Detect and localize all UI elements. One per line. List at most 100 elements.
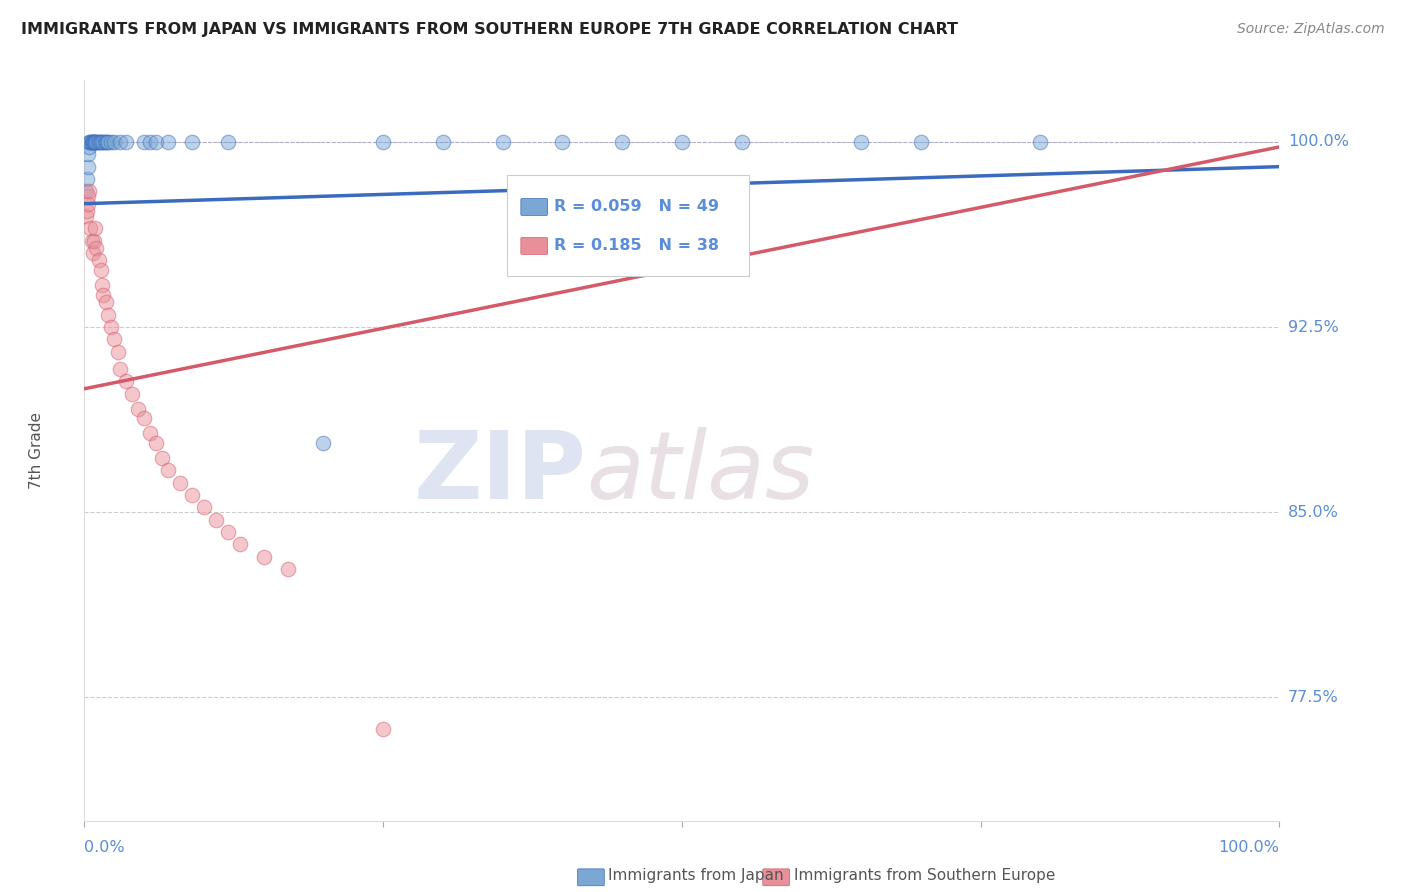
Point — [97, 308, 120, 322]
Point — [110, 135, 132, 149]
Point — [157, 463, 180, 477]
Point — [86, 135, 108, 149]
Point — [100, 320, 122, 334]
Point — [373, 135, 395, 149]
Point — [90, 263, 112, 277]
Point — [84, 135, 107, 149]
Point — [90, 135, 112, 149]
Point — [107, 344, 129, 359]
Point — [86, 135, 108, 149]
Point — [79, 135, 101, 149]
Point — [80, 135, 103, 149]
Point — [169, 475, 191, 490]
Point — [103, 332, 125, 346]
Point — [253, 549, 276, 564]
Text: Source: ZipAtlas.com: Source: ZipAtlas.com — [1237, 22, 1385, 37]
Point — [205, 512, 228, 526]
Point — [77, 184, 100, 198]
Point — [82, 246, 104, 260]
Point — [77, 189, 100, 203]
Point — [76, 172, 98, 186]
Point — [132, 411, 156, 425]
Text: IMMIGRANTS FROM JAPAN VS IMMIGRANTS FROM SOUTHERN EUROPE 7TH GRADE CORRELATION C: IMMIGRANTS FROM JAPAN VS IMMIGRANTS FROM… — [21, 22, 957, 37]
Point — [91, 278, 114, 293]
Text: 100.0%: 100.0% — [1288, 135, 1348, 150]
Point — [277, 562, 299, 576]
Text: 92.5%: 92.5% — [1288, 319, 1339, 334]
Point — [82, 135, 104, 149]
Text: R = 0.059   N = 49: R = 0.059 N = 49 — [554, 200, 718, 214]
Point — [373, 723, 395, 737]
Point — [132, 135, 156, 149]
Point — [851, 135, 873, 149]
Point — [87, 135, 110, 149]
Point — [83, 135, 105, 149]
Point — [93, 135, 115, 149]
Point — [76, 204, 98, 219]
Point — [145, 135, 167, 149]
Point — [157, 135, 180, 149]
Point — [432, 135, 454, 149]
Text: ZIP: ZIP — [413, 426, 586, 518]
Point — [83, 234, 105, 248]
Point — [84, 221, 107, 235]
Point — [94, 135, 117, 149]
Text: 0.0%: 0.0% — [84, 840, 125, 855]
Point — [93, 135, 115, 149]
Point — [77, 140, 100, 154]
Point — [77, 147, 100, 161]
Point — [139, 426, 162, 441]
Point — [82, 135, 104, 149]
Point — [193, 500, 215, 515]
Point — [103, 135, 125, 149]
Point — [100, 135, 122, 149]
Text: atlas: atlas — [586, 427, 814, 518]
Point — [86, 135, 108, 149]
Point — [127, 401, 149, 416]
Point — [115, 375, 138, 389]
Point — [79, 221, 101, 235]
Point — [77, 160, 100, 174]
Point — [80, 234, 103, 248]
Text: Immigrants from Southern Europe: Immigrants from Southern Europe — [793, 869, 1054, 883]
Point — [731, 135, 754, 149]
Point — [89, 135, 111, 149]
Point — [77, 196, 100, 211]
Point — [910, 135, 932, 149]
Point — [79, 135, 101, 149]
Text: 77.5%: 77.5% — [1288, 690, 1339, 705]
Point — [121, 386, 143, 401]
Point — [83, 135, 105, 149]
Point — [110, 362, 132, 376]
Point — [97, 135, 120, 149]
Point — [87, 253, 110, 268]
Text: 100.0%: 100.0% — [1219, 840, 1279, 855]
Point — [181, 135, 204, 149]
Point — [115, 135, 138, 149]
Point — [217, 135, 239, 149]
Point — [1029, 135, 1052, 149]
Point — [96, 135, 118, 149]
Text: 85.0%: 85.0% — [1288, 505, 1339, 520]
Point — [551, 135, 574, 149]
Point — [75, 209, 97, 223]
Text: 7th Grade: 7th Grade — [30, 412, 44, 489]
Point — [229, 537, 252, 551]
Point — [94, 295, 117, 310]
Point — [150, 450, 173, 465]
Point — [75, 184, 97, 198]
Text: R = 0.185   N = 38: R = 0.185 N = 38 — [554, 238, 718, 253]
Point — [84, 135, 107, 149]
Point — [145, 436, 167, 450]
Point — [312, 436, 335, 450]
Text: Immigrants from Japan: Immigrants from Japan — [609, 869, 785, 883]
Point — [181, 488, 204, 502]
Point — [77, 135, 100, 149]
Point — [612, 135, 634, 149]
Point — [139, 135, 162, 149]
Point — [91, 135, 114, 149]
Point — [93, 288, 115, 302]
Point — [80, 135, 103, 149]
Point — [492, 135, 515, 149]
Point — [86, 241, 108, 255]
